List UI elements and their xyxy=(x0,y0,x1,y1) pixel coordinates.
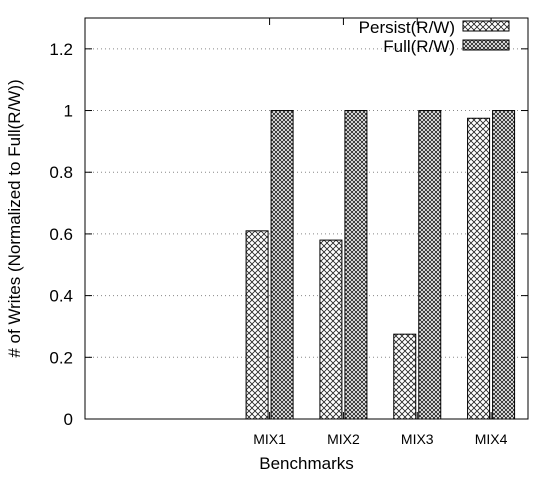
y-tick-label: 1 xyxy=(64,102,73,121)
y-tick-label: 0.4 xyxy=(49,287,73,306)
grid-lines xyxy=(85,48,528,358)
y-tick-label: 0 xyxy=(64,410,73,429)
y-tick-label: 0.8 xyxy=(49,163,73,182)
bar-persist-mix1 xyxy=(245,230,269,420)
legend-swatch-full xyxy=(462,39,510,51)
bar-full-mix1 xyxy=(270,110,294,420)
bar-full-mix4 xyxy=(492,110,516,420)
x-tick-labels: MIX1 MIX2 MIX3 MIX4 xyxy=(253,431,507,447)
plot-frame xyxy=(84,17,529,420)
legend: Persist(R/W)Full(R/W) xyxy=(359,18,510,56)
y-tick-label: 0.2 xyxy=(49,348,73,367)
x-tick-label: MIX1 xyxy=(253,431,286,447)
bar-full-mix2 xyxy=(344,110,368,420)
bar-persist-mix3 xyxy=(393,333,417,420)
axis-ticks xyxy=(85,18,528,420)
y-tick-label: 0.6 xyxy=(49,225,73,244)
y-tick-labels: 0 0.2 0.4 0.6 0.8 1 1.2 xyxy=(49,40,73,429)
x-axis-label: Benchmarks xyxy=(259,454,353,473)
x-tick-label: MIX4 xyxy=(475,431,508,447)
legend-label: Persist(R/W) xyxy=(359,18,455,37)
bar-persist-mix2 xyxy=(319,239,343,420)
bar-full-mix3 xyxy=(418,110,442,420)
bar-persist-mix4 xyxy=(467,117,491,420)
legend-label: Full(R/W) xyxy=(383,37,455,56)
bars xyxy=(245,110,516,420)
legend-swatch-persist xyxy=(462,20,510,32)
y-tick-label: 1.2 xyxy=(49,40,73,59)
x-tick-label: MIX2 xyxy=(327,431,360,447)
x-tick-label: MIX3 xyxy=(401,431,434,447)
y-axis-label: # of Writes (Normalized to Full(R/W)) xyxy=(5,79,24,357)
